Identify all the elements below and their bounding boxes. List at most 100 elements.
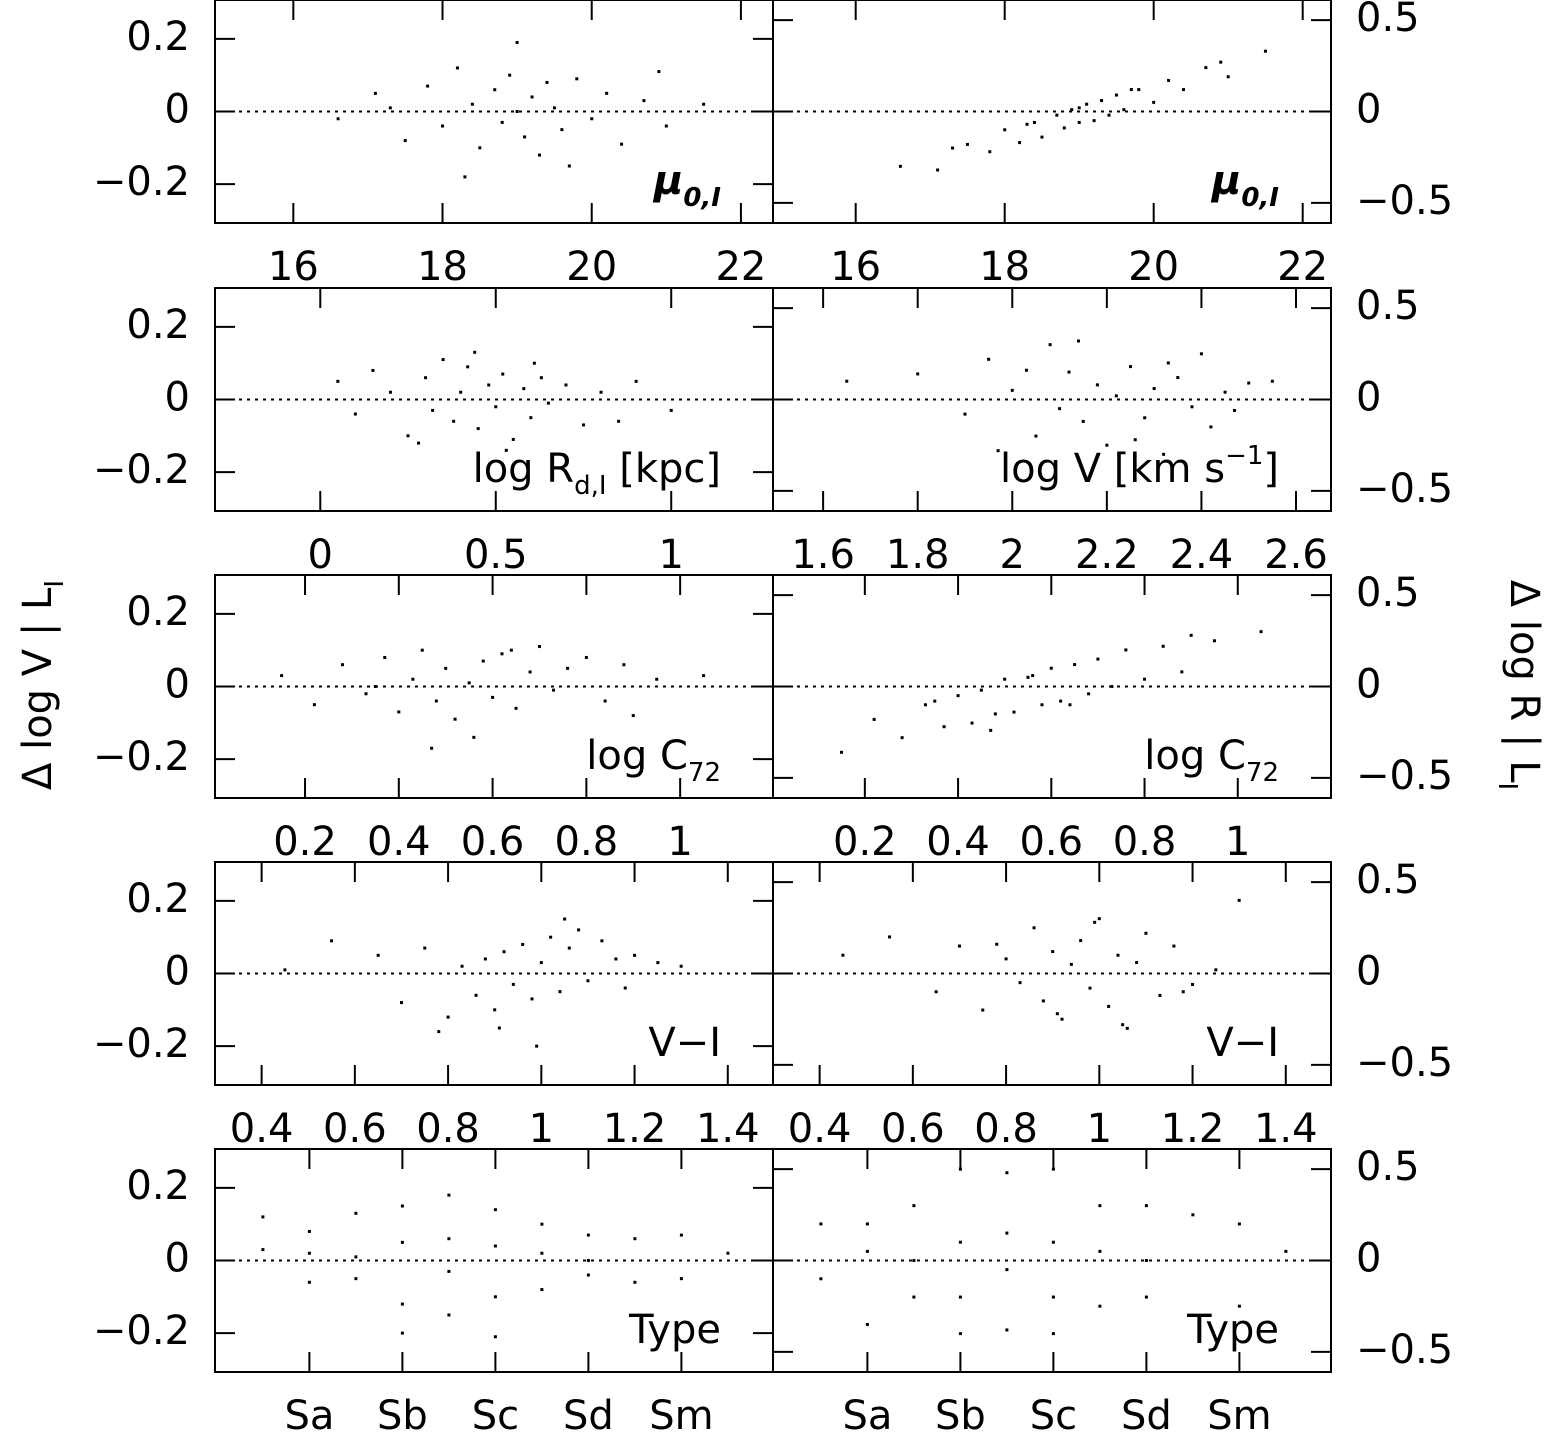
data-point [1237, 1222, 1241, 1226]
data-point [483, 957, 487, 961]
data-point [502, 950, 506, 954]
y-tick-label: 0.2 [126, 876, 190, 922]
data-point [1133, 438, 1137, 442]
x-tick-label: Sm [649, 1393, 713, 1439]
x-tick-label: 0.4 [788, 1106, 852, 1152]
data-point [1270, 379, 1274, 383]
data-point [567, 164, 571, 168]
label-subscript: d,I [574, 471, 606, 501]
x-tick-label: 1 [658, 532, 683, 578]
data-point [530, 95, 534, 99]
x-tick-label: 0.4 [367, 819, 431, 865]
label-text: log C [1144, 733, 1246, 779]
panel-label: log V [km s−1] [1000, 441, 1279, 493]
data-point [1070, 108, 1074, 112]
data-point [1024, 368, 1028, 372]
x-tick-label: 1.4 [1254, 1106, 1318, 1152]
data-point [491, 695, 495, 699]
data-point [590, 117, 594, 121]
data-point [1059, 699, 1063, 703]
data-point [312, 703, 316, 707]
x-tick-label: 1.6 [791, 532, 855, 578]
y-tick-label: 0 [1356, 662, 1381, 708]
data-point [1062, 126, 1066, 130]
data-point [1212, 639, 1216, 643]
data-point [1129, 88, 1133, 92]
data-point [560, 128, 564, 132]
x-tick-label: 0.8 [1113, 819, 1177, 865]
x-tick-label: 2.6 [1264, 532, 1328, 578]
data-point [1060, 1017, 1064, 1021]
data-point [283, 968, 287, 972]
data-point [1005, 1328, 1009, 1332]
label-text: log V [km s [1000, 446, 1225, 492]
data-point [600, 939, 604, 943]
data-point [1051, 1295, 1055, 1299]
y-tick-label: 0.2 [126, 14, 190, 60]
data-point [420, 648, 424, 652]
data-point [514, 706, 518, 710]
data-point [1010, 388, 1014, 392]
data-point [423, 946, 427, 950]
data-point [336, 379, 340, 383]
data-point [581, 423, 585, 427]
data-point [1107, 113, 1111, 117]
data-point [388, 390, 392, 394]
y-tick-label: 0.2 [126, 1163, 190, 1209]
data-point [566, 666, 570, 670]
x-tick-label: Sc [1030, 1393, 1077, 1439]
x-tick-label: 1 [667, 819, 692, 865]
x-tick-label: 0.6 [323, 1106, 387, 1152]
x-tick-label: 0.2 [833, 819, 897, 865]
data-point [577, 928, 581, 932]
data-point [586, 1259, 590, 1262]
label-text: μ [1210, 158, 1241, 204]
data-point [1055, 113, 1059, 117]
y-tick-label: 0 [1356, 375, 1381, 421]
data-point [1144, 1259, 1148, 1262]
data-point [951, 146, 955, 150]
data-point [494, 405, 498, 409]
data-point [446, 1015, 450, 1019]
data-point [1128, 365, 1132, 369]
data-point [996, 449, 1000, 453]
data-point [664, 124, 668, 128]
x-tick-label: 22 [1277, 244, 1328, 290]
label-subscript: I [40, 580, 70, 588]
panel-label: log C72 [586, 733, 721, 788]
panel: 16 18 20 22 −0.5 0 0.5 μ0,I [772, 0, 1453, 290]
x-tick-label: 0.6 [461, 819, 525, 865]
panel: 1.6 1.8 2 2.2 2.4 2.6 −0.5 0 0.5 log V [km s−1] [772, 283, 1453, 578]
panel: 0.4 0.6 0.8 1 1.2 1.4 −0.5 0 0.5 V−I [772, 857, 1453, 1152]
y-tick-label: −0.2 [93, 1021, 190, 1067]
data-point [364, 692, 368, 696]
data-point [426, 84, 430, 88]
data-point [500, 652, 504, 656]
data-point [1226, 75, 1230, 79]
data-point [916, 372, 920, 376]
y-tick-label: 0.2 [126, 589, 190, 635]
panel-label: V−I [648, 1020, 721, 1066]
data-point [1077, 106, 1081, 110]
data-point [586, 1233, 590, 1237]
data-point [623, 986, 627, 990]
data-point [1098, 1249, 1102, 1253]
data-point [493, 1244, 497, 1248]
data-point [963, 412, 967, 416]
data-point [865, 1249, 869, 1253]
y-tick-label: −0.5 [1356, 1040, 1453, 1086]
data-point [1237, 898, 1241, 902]
data-point [1012, 710, 1016, 714]
panel: 0 0.5 1 −0.2 0 0.2 log Rd,I [kpc] [93, 287, 774, 578]
data-point [400, 1204, 404, 1208]
data-point [1067, 370, 1071, 374]
data-point [399, 1001, 403, 1005]
data-point [447, 1313, 451, 1317]
data-point [995, 942, 999, 946]
data-point [1172, 944, 1176, 948]
data-point [373, 91, 377, 95]
data-point [540, 1288, 544, 1292]
data-point [567, 946, 571, 950]
data-point [981, 1008, 985, 1012]
label-text: [kpc] [607, 446, 721, 492]
